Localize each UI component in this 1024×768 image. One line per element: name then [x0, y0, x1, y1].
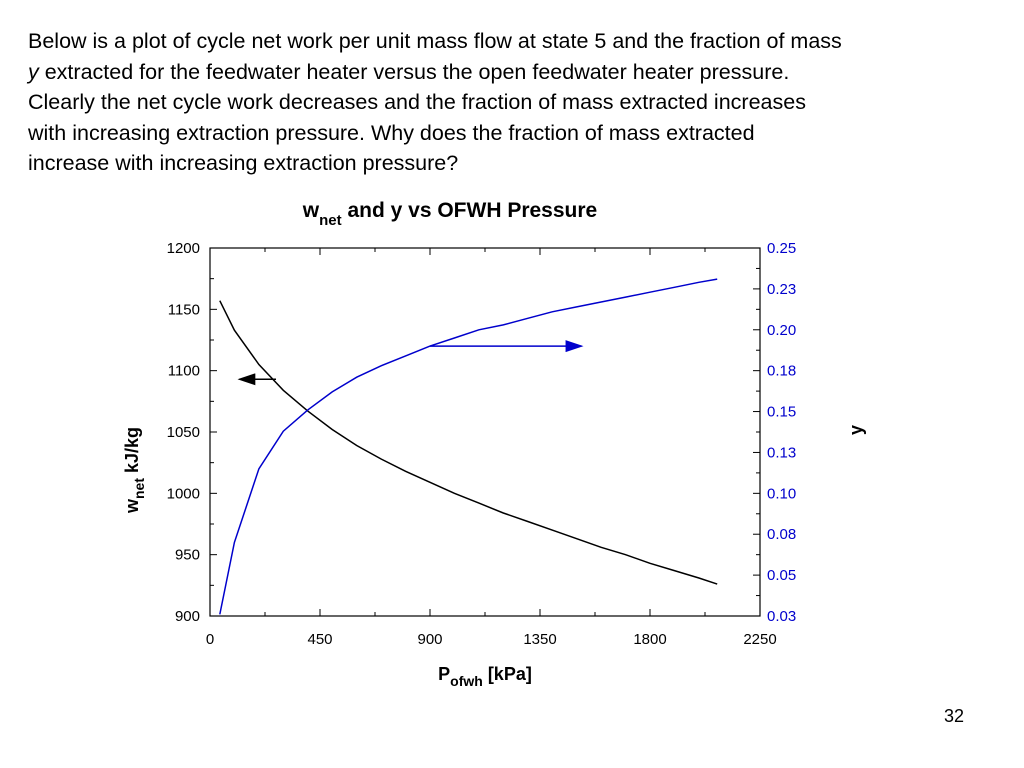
chart-title-sub: net	[319, 212, 342, 229]
intro-line: with increasing extraction pressure. Why…	[28, 120, 755, 145]
y-left-tick-label: 1150	[168, 301, 200, 318]
page-number: 32	[943, 706, 964, 726]
x-tick-label: 1350	[523, 631, 556, 648]
y-fraction-curve	[219, 278, 718, 615]
x-axis-label: Pofwh [kPa]	[438, 664, 532, 689]
y-left-axis-label: wnet kJ/kg	[122, 427, 147, 514]
y-right-tick-label: 0.18	[767, 363, 796, 380]
y-left-tick-label: 1200	[167, 240, 200, 257]
plot-frame	[209, 247, 761, 617]
y-left-tick-label: 1000	[167, 485, 200, 502]
y-right-tick-label: 0.13	[767, 444, 796, 461]
x-tick-label: 1800	[633, 631, 666, 648]
x-tick-label: 900	[417, 631, 442, 648]
y-right-tick-label: 0.15	[767, 404, 796, 421]
intro-line: Below is a plot of cycle net work per un…	[28, 29, 842, 53]
x-tick-label: 2250	[743, 631, 776, 648]
intro-line-rest: extracted for the feedwater heater versu…	[38, 59, 790, 84]
x-axis-label-unit: [kPa]	[483, 664, 532, 684]
x-tick-label: 450	[307, 631, 332, 648]
y-left-tick-label: 1050	[167, 424, 200, 441]
y-right-tick-label: 0.25	[767, 240, 796, 257]
y-variable: y	[28, 59, 39, 84]
y-left-axis-label-unit: kJ/kg	[122, 427, 142, 478]
y-right-axis-label: y	[846, 425, 866, 435]
y-left-tick-label: 900	[175, 608, 200, 625]
y-right-tick-label: 0.23	[767, 281, 796, 298]
wnet-curve	[219, 300, 718, 585]
y-left-tick-label: 950	[175, 547, 200, 564]
y-right-tick-label: 0.20	[767, 322, 796, 339]
x-axis-label-sub: ofwh	[450, 673, 483, 689]
y-right-tick-label: 0.10	[767, 485, 796, 502]
intro-line: increase with increasing extraction pres…	[28, 151, 459, 175]
chart-title: wnet and y vs OFWH Pressure	[0, 199, 900, 229]
y-right-tick-label: 0.03	[767, 608, 796, 625]
chart-title-rest: and y vs OFWH Pressure	[341, 199, 598, 222]
y-left-axis-label-main: w	[122, 498, 142, 514]
x-axis-label-main: P	[438, 664, 450, 684]
y-left-tick-label: 1100	[168, 363, 200, 380]
intro-line: y extracted for the feedwater heater ver…	[28, 57, 1003, 88]
intro-text: Below is a plot of cycle net work per un…	[28, 26, 1003, 179]
chart-title-w: w	[302, 199, 320, 222]
intro-line: Clearly the net cycle work decreases and…	[28, 90, 806, 114]
x-tick-label: 0	[206, 631, 214, 648]
y-left-axis-label-sub: net	[131, 478, 147, 499]
y-right-tick-label: 0.08	[767, 526, 796, 543]
y-right-tick-label: 0.05	[767, 567, 796, 584]
